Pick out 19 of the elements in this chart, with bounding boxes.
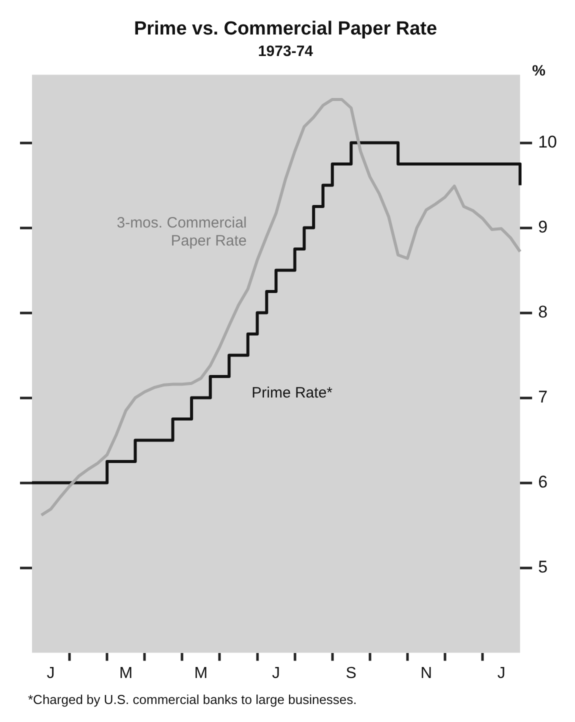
series-label: 3-mos. Commercial Paper Rate (116, 214, 247, 250)
x-tick-label: N (420, 664, 432, 682)
series-label: Prime Rate* (252, 384, 333, 402)
y-tick-label: 7 (538, 387, 548, 406)
x-tick-label: J (497, 664, 506, 682)
x-tick-label: M (194, 664, 208, 682)
y-tick-label: 6 (538, 472, 548, 492)
chart-subtitle: 1973-74 (258, 42, 314, 60)
x-tick-label: J (272, 664, 280, 682)
x-tick-label: S (346, 664, 356, 682)
chart-title: Prime vs. Commercial Paper Rate (134, 18, 438, 40)
x-tick-label: J (46, 664, 55, 682)
y-axis-title: % (532, 62, 546, 80)
y-tick-label: 5 (538, 557, 548, 576)
y-tick-label: 8 (538, 302, 548, 322)
y-tick-label: 10 (538, 132, 558, 152)
text: *Charged by U.S. commercial banks to large businesses. (28, 692, 357, 708)
x-tick-label: M (119, 664, 133, 682)
y-tick-label: 9 (538, 217, 548, 236)
